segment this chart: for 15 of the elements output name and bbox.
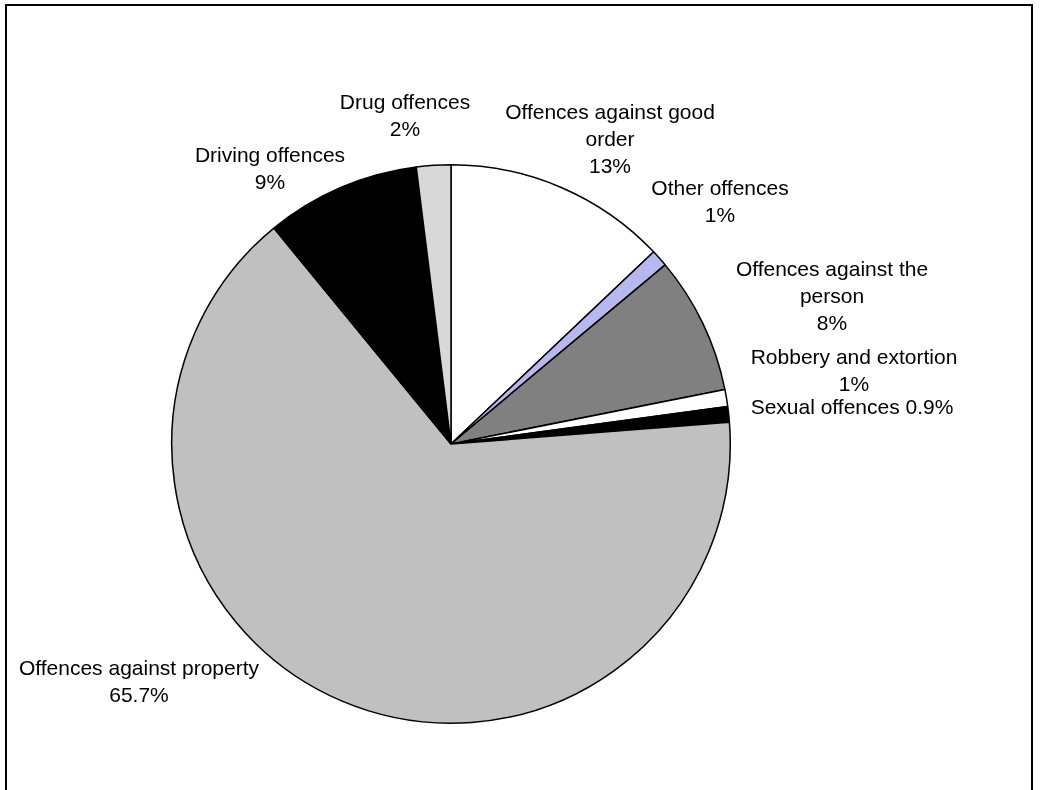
data-label: 1% (838, 372, 870, 395)
data-label: 1% (704, 203, 736, 226)
slice-label: Driving offences (194, 143, 346, 166)
data-label: 9% (254, 170, 286, 193)
data-label: 65.7% (109, 683, 169, 706)
data-label: 13% (588, 154, 632, 177)
slice-label: Drug offences (339, 90, 471, 113)
slice-label: Robbery and extortion (750, 345, 958, 368)
slice-label: Offences against the person (735, 257, 929, 307)
slice-label: Sexual offences 0.9% (750, 395, 954, 418)
data-label: 2% (389, 117, 421, 140)
data-label: 8% (816, 311, 848, 334)
slice-label: Offences against good order (505, 100, 715, 150)
slice-label: Other offences (651, 176, 789, 199)
slice-label: Offences against property (18, 656, 260, 679)
